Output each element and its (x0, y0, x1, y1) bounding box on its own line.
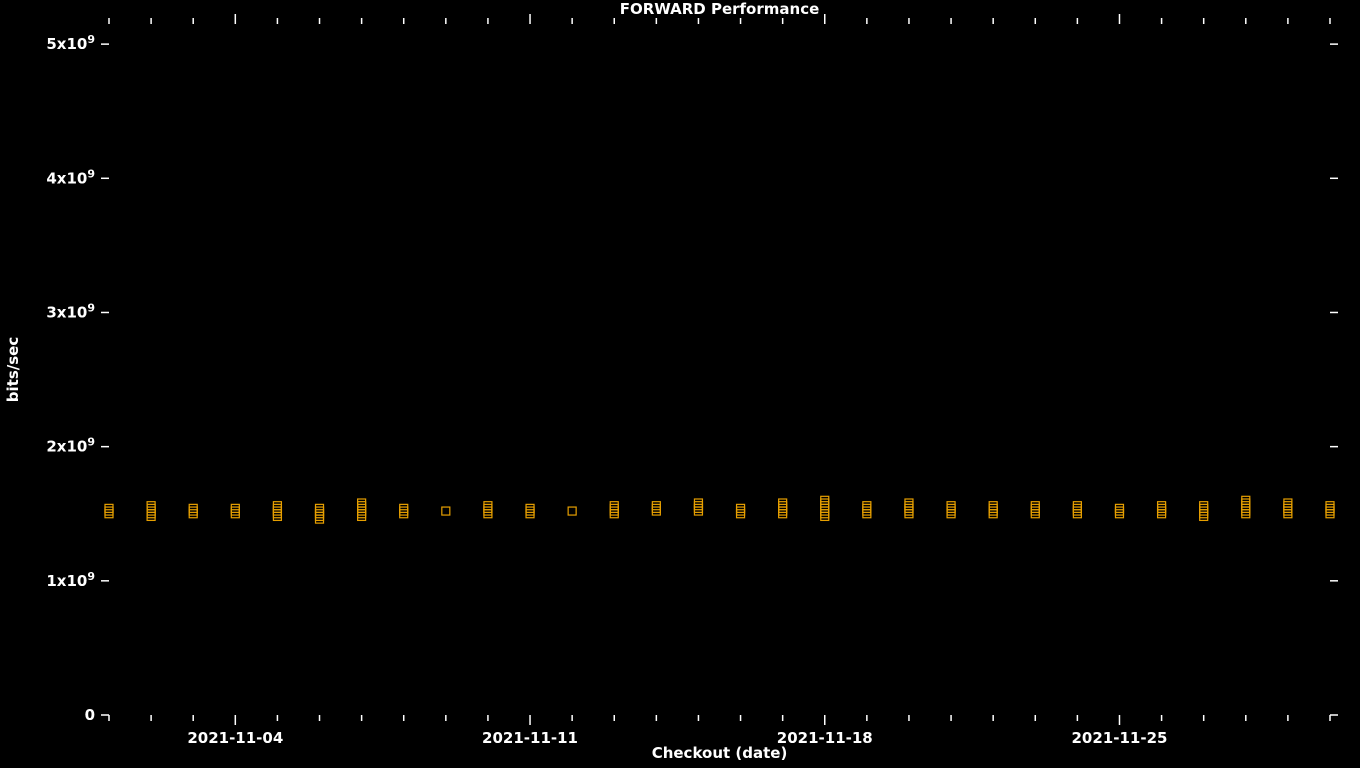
chart-background (0, 0, 1360, 768)
y-axis-label: bits/sec (4, 337, 22, 402)
x-tick-label: 2021-11-04 (187, 729, 283, 747)
x-tick-label: 2021-11-25 (1072, 729, 1168, 747)
x-tick-label: 2021-11-11 (482, 729, 578, 747)
performance-chart: FORWARD Performance Checkout (date) bits… (0, 0, 1360, 768)
chart-title: FORWARD Performance (620, 0, 820, 18)
y-tick-label: 0 (85, 706, 95, 724)
x-tick-label: 2021-11-18 (777, 729, 873, 747)
x-axis-label: Checkout (date) (652, 744, 788, 762)
